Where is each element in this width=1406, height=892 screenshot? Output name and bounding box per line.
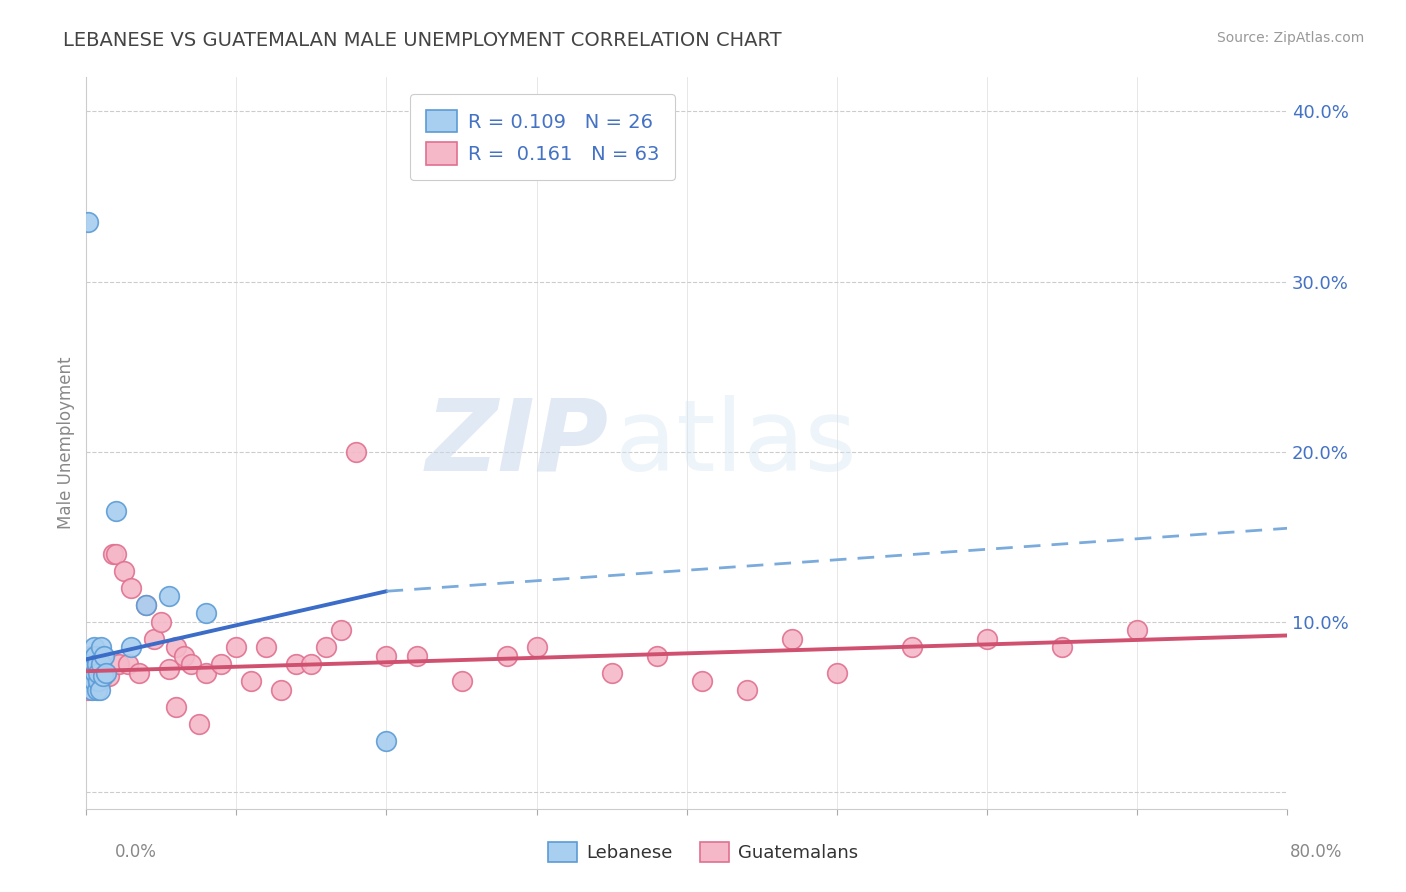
Point — [87, 674, 110, 689]
Point — [526, 640, 548, 655]
Point — [79, 674, 101, 689]
Point — [82, 674, 104, 689]
Point — [128, 665, 150, 680]
Text: LEBANESE VS GUATEMALAN MALE UNEMPLOYMENT CORRELATION CHART: LEBANESE VS GUATEMALAN MALE UNEMPLOYMENT… — [63, 31, 782, 50]
Point — [285, 657, 308, 672]
Point — [103, 547, 125, 561]
Point — [195, 607, 218, 621]
Point — [79, 657, 101, 672]
Point — [150, 615, 173, 629]
Point — [87, 665, 110, 680]
Point — [76, 215, 98, 229]
Point — [157, 663, 180, 677]
Point — [105, 547, 128, 561]
Point — [87, 674, 110, 689]
Point — [346, 444, 368, 458]
Text: Source: ZipAtlas.com: Source: ZipAtlas.com — [1216, 31, 1364, 45]
Point — [901, 640, 924, 655]
Point — [84, 674, 107, 689]
Point — [1126, 624, 1149, 638]
Point — [76, 682, 98, 697]
Point — [91, 669, 114, 683]
Point — [86, 665, 108, 680]
Point — [405, 648, 427, 663]
Point — [375, 734, 398, 748]
Point — [79, 657, 101, 672]
Point — [93, 648, 115, 663]
Point — [84, 665, 107, 680]
Point — [173, 648, 195, 663]
Point — [157, 590, 180, 604]
Point — [375, 648, 398, 663]
Point — [82, 682, 104, 697]
Point — [93, 665, 115, 680]
Point — [89, 665, 111, 680]
Point — [90, 674, 112, 689]
Point — [79, 674, 101, 689]
Point — [120, 640, 142, 655]
Point — [135, 598, 157, 612]
Point — [1050, 640, 1073, 655]
Point — [165, 640, 187, 655]
Point — [301, 657, 323, 672]
Text: 0.0%: 0.0% — [115, 843, 157, 861]
Text: atlas: atlas — [614, 395, 856, 491]
Point — [83, 657, 105, 672]
Point — [80, 648, 103, 663]
Point — [90, 657, 112, 672]
Point — [83, 674, 105, 689]
Point — [86, 657, 108, 672]
Point — [195, 665, 218, 680]
Point — [780, 632, 803, 646]
Point — [83, 669, 105, 683]
Point — [76, 665, 98, 680]
Point — [90, 640, 112, 655]
Point — [976, 632, 998, 646]
Point — [89, 682, 111, 697]
Point — [450, 674, 472, 689]
Point — [225, 640, 247, 655]
Point — [165, 700, 187, 714]
Point — [80, 669, 103, 683]
Point — [315, 640, 337, 655]
Y-axis label: Male Unemployment: Male Unemployment — [58, 357, 75, 530]
Point — [82, 663, 104, 677]
Point — [112, 564, 135, 578]
Point — [645, 648, 668, 663]
Point — [330, 624, 353, 638]
Point — [120, 581, 142, 595]
Point — [84, 648, 107, 663]
Point — [735, 682, 758, 697]
Point — [108, 657, 131, 672]
Point — [83, 640, 105, 655]
Point — [117, 657, 139, 672]
Legend: R = 0.109   N = 26, R =  0.161   N = 63: R = 0.109 N = 26, R = 0.161 N = 63 — [411, 95, 675, 180]
Point — [80, 665, 103, 680]
Point — [94, 665, 117, 680]
Point — [90, 657, 112, 672]
Point — [86, 682, 108, 697]
Point — [86, 657, 108, 672]
Point — [600, 665, 623, 680]
Point — [142, 632, 165, 646]
Point — [82, 657, 104, 672]
Point — [690, 674, 713, 689]
Point — [135, 598, 157, 612]
Point — [209, 657, 232, 672]
Point — [240, 674, 263, 689]
Point — [254, 640, 277, 655]
Point — [495, 648, 517, 663]
Point — [270, 682, 292, 697]
Point — [187, 717, 209, 731]
Text: 80.0%: 80.0% — [1291, 843, 1343, 861]
Point — [97, 669, 120, 683]
Point — [87, 648, 110, 663]
Point — [105, 504, 128, 518]
Point — [84, 648, 107, 663]
Point — [180, 657, 202, 672]
Text: ZIP: ZIP — [426, 395, 609, 491]
Legend: Lebanese, Guatemalans: Lebanese, Guatemalans — [541, 834, 865, 870]
Point — [825, 665, 848, 680]
